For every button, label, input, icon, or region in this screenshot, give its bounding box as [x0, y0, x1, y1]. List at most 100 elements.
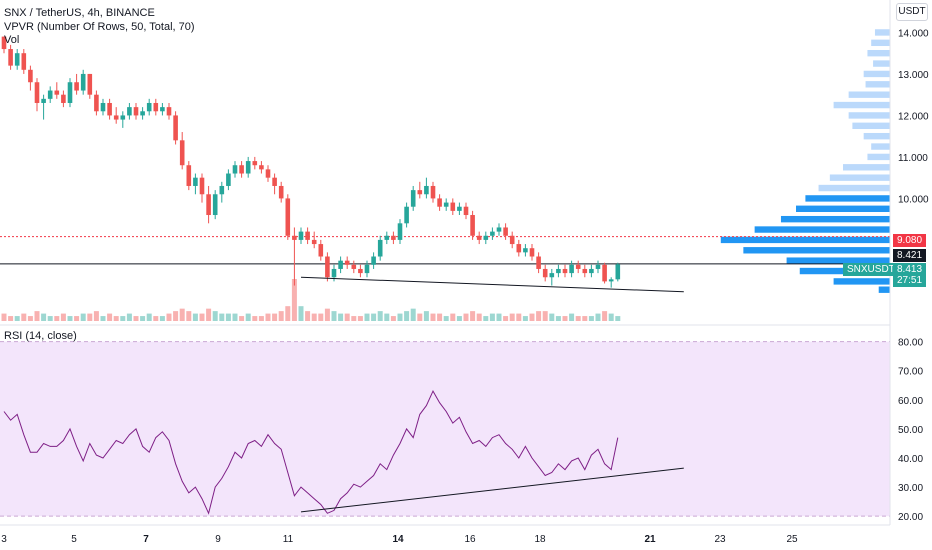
symbol-tag: SNXUSDT: [843, 263, 899, 276]
volume-legend[interactable]: Vol: [4, 34, 20, 46]
volume-bar: [146, 313, 152, 321]
candle-body: [140, 111, 145, 116]
time-tick-label: 23: [714, 534, 726, 545]
volume-bar: [390, 316, 396, 321]
candle-body: [344, 260, 350, 265]
candle-body: [397, 223, 403, 240]
volume-bar: [107, 313, 113, 321]
vpvr-legend[interactable]: VPVR (Number Of Rows, 50, Total, 70): [4, 21, 195, 33]
volume-bar: [410, 308, 416, 321]
rsi-legend[interactable]: RSI (14, close): [4, 330, 77, 342]
candle-body: [226, 173, 231, 186]
candle-body: [41, 98, 46, 103]
volume-bar: [496, 313, 502, 321]
volume-bar: [212, 311, 218, 321]
time-tick-label: 9: [215, 534, 221, 545]
volume-bar: [516, 313, 522, 321]
candle-body: [476, 235, 482, 240]
volume-bar: [582, 316, 588, 321]
currency-button[interactable]: USDT: [896, 3, 928, 21]
volume-bar: [173, 311, 179, 321]
vpvr-row: [796, 205, 890, 212]
price-tick-label: 13.000: [898, 70, 929, 81]
candle-body: [212, 194, 218, 216]
volume-bar: [21, 313, 27, 321]
volume-bar: [542, 311, 548, 321]
volume-bar: [463, 313, 469, 321]
volume-bar: [397, 313, 403, 321]
candle-body: [133, 107, 139, 116]
volume-bar: [80, 313, 86, 321]
rsi-tick-label: 60.00: [898, 396, 923, 407]
volume-bar: [206, 308, 212, 321]
candle-body: [509, 235, 515, 245]
candle-body: [47, 90, 53, 99]
candle-body: [503, 227, 508, 236]
volume-bar: [41, 313, 47, 321]
volume-bar: [54, 316, 60, 321]
symbol-legend[interactable]: SNX / TetherUS, 4h, BINANCE: [4, 7, 155, 19]
volume-bar: [377, 311, 383, 321]
vpvr-row: [867, 153, 890, 161]
candle-body: [74, 82, 79, 91]
volume-bar: [34, 311, 40, 321]
volume-bar: [67, 316, 73, 321]
volume-bar: [179, 308, 185, 321]
volume-bar: [311, 313, 317, 321]
volume-bar: [93, 311, 99, 321]
candle-body: [410, 190, 416, 207]
time-axis[interactable]: 3 5 7 9 11 14 16 18 21 23 25: [1, 534, 798, 545]
candle-body: [536, 256, 541, 269]
candle-body: [463, 206, 469, 216]
volume-bar: [602, 311, 608, 321]
candle-body: [443, 202, 449, 207]
volume-bar: [371, 313, 377, 321]
volume-bar: [120, 316, 126, 321]
volume-bar: [324, 308, 330, 321]
time-tick-label: 25: [786, 534, 798, 545]
volume-bar: [555, 316, 561, 321]
candle-body: [549, 273, 555, 278]
candle-body: [80, 73, 86, 91]
volume-bar: [344, 313, 350, 321]
volume-bar: [74, 316, 80, 321]
candle-body: [14, 53, 20, 66]
volume-bar: [232, 313, 238, 321]
volume-bar: [549, 313, 555, 321]
price-trendline[interactable]: [300, 276, 684, 293]
vpvr-row: [843, 164, 890, 171]
candle-body: [87, 73, 93, 95]
volume-bar: [278, 311, 284, 321]
volume-bar: [364, 313, 370, 321]
candle-body: [318, 244, 324, 257]
volume-bar: [100, 316, 106, 321]
rsi-line: [3, 390, 619, 515]
volume-bar: [404, 311, 410, 321]
alert-price-tag: 9.080: [893, 234, 927, 247]
rsi-trendline[interactable]: [300, 467, 684, 513]
vpvr-row: [780, 215, 890, 223]
rsi-axis[interactable]: 80.00 70.00 60.00 50.00 40.00 30.00 20.00: [898, 338, 923, 524]
candle-body: [377, 239, 383, 257]
last-price-tag: 8.413: [893, 263, 927, 276]
candle-body: [516, 244, 522, 253]
volume-bar: [575, 316, 581, 321]
candle-body: [424, 185, 429, 195]
volume-bar: [476, 313, 482, 321]
candle-body: [338, 260, 343, 269]
candle-body: [562, 268, 568, 274]
volume-bar: [595, 313, 601, 321]
candle-body: [34, 82, 40, 103]
candle-body: [146, 102, 152, 112]
volume-bar: [417, 313, 423, 321]
volume-bar: [331, 311, 337, 321]
vpvr-row: [863, 132, 890, 140]
vpvr-row: [848, 112, 890, 119]
candle-body: [67, 82, 73, 103]
volume-bar: [166, 313, 172, 321]
volume-bar: [60, 313, 66, 321]
vpvr-row: [873, 60, 890, 67]
vpvr-row: [818, 184, 890, 192]
vpvr-row: [833, 101, 890, 109]
